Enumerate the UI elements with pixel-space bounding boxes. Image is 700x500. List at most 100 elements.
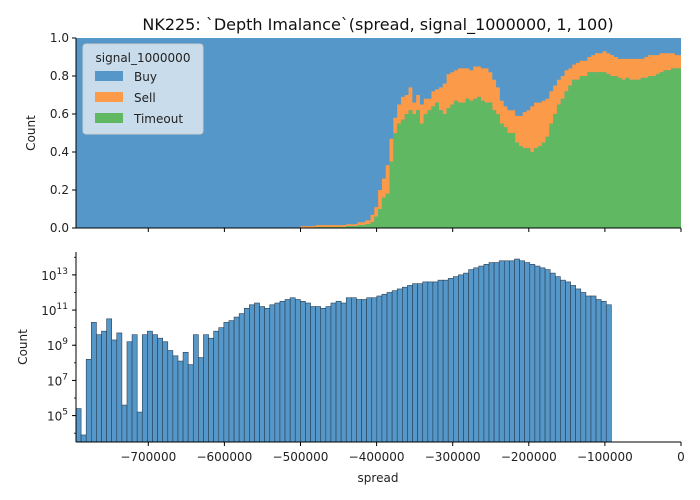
legend-swatch-buy [95, 71, 123, 81]
bottom-x-tick-label: −100000 [577, 450, 633, 464]
histogram-bar [432, 281, 439, 443]
histogram-bar [396, 288, 403, 443]
histogram-bar [182, 351, 189, 443]
top-stacked-area-panel: 0.0 0.2 0.4 0.6 0.8 1.0 Count signal_1000000 … [24, 31, 682, 235]
histogram-bar [463, 272, 469, 443]
histogram-bar [167, 350, 174, 443]
histogram-bar [335, 300, 342, 443]
histogram-bar [80, 434, 87, 443]
top-y-tick-label: 0.8 [50, 69, 69, 83]
histogram-bar [514, 258, 520, 443]
histogram-bar [473, 267, 480, 443]
histogram-bar [560, 279, 566, 443]
histogram-bar [289, 297, 296, 443]
histogram-bar [565, 281, 571, 443]
legend-swatch-sell [95, 92, 123, 102]
histogram-bar [152, 334, 158, 443]
histogram-bar [279, 300, 286, 443]
histogram-bar [509, 260, 515, 443]
top-y-ticks: 0.0 0.2 0.4 0.6 0.8 1.0 [50, 31, 76, 235]
histogram-bar [274, 302, 281, 443]
legend-title: signal_1000000 [96, 51, 191, 65]
top-y-tick-label: 1.0 [50, 31, 69, 45]
histogram-bar [101, 330, 107, 443]
legend-label-buy: Buy [134, 70, 157, 84]
histogram-bar [208, 337, 214, 443]
histogram-bar [223, 322, 230, 443]
histogram-bar [75, 408, 82, 443]
histogram-bar [412, 283, 418, 443]
histogram-bar [259, 306, 265, 443]
histogram-bar [213, 330, 220, 443]
histogram-bar [575, 288, 582, 443]
histogram-bar [325, 306, 332, 443]
histogram-bar [605, 304, 612, 443]
histogram-bar [198, 357, 204, 443]
histogram-bar [402, 286, 408, 443]
legend-label-timeout: Timeout [133, 112, 183, 126]
histogram-bar [519, 260, 525, 443]
histogram-bar [407, 285, 413, 443]
histogram-bar [549, 272, 556, 443]
histogram-bar [91, 322, 97, 443]
top-y-tick-label: 0.0 [50, 221, 69, 235]
histogram-bar [595, 299, 602, 443]
histogram-bar [585, 295, 592, 443]
histogram-bar [192, 334, 199, 443]
legend: signal_1000000 Buy Sell Timeout [82, 43, 204, 135]
histogram-bar [203, 334, 209, 443]
histogram-bar [315, 306, 322, 443]
histogram-bar [478, 265, 485, 443]
histogram-bar [386, 292, 393, 443]
histogram-bar [503, 260, 510, 443]
histogram-bar [437, 279, 444, 443]
histogram-bar [254, 302, 260, 443]
bottom-x-tick-label: −600000 [196, 450, 252, 464]
bottom-x-tick-label: −500000 [273, 450, 329, 464]
histogram-bar [330, 302, 337, 443]
top-y-tick-label: 0.6 [50, 107, 69, 121]
bottom-y-axis-label: Count [16, 329, 30, 365]
histogram-bar [391, 290, 398, 443]
chart-title: NK225: `Depth Imalance`(spread, signal_1… [142, 15, 613, 35]
histogram-bar [345, 297, 352, 443]
histogram-bar [96, 334, 102, 443]
bottom-y-tick-label: 107 [47, 372, 68, 388]
legend-label-sell: Sell [134, 91, 156, 105]
bottom-y-tick-label: 105 [47, 408, 68, 424]
histogram-bar [498, 260, 505, 443]
histogram-bar [177, 360, 184, 443]
histogram-bar [493, 262, 500, 443]
bottom-x-ticks: −700000 −600000 −500000 −400000 −300000 −2000… [120, 442, 685, 464]
histogram-bar [116, 332, 123, 443]
histogram-bar [249, 304, 255, 443]
histogram-bar [121, 404, 128, 443]
histogram-bar [351, 297, 357, 443]
bottom-y-tick-label: 1013 [41, 267, 68, 283]
histogram-bar [300, 300, 306, 443]
histogram-bar [590, 295, 597, 443]
histogram-bar [111, 339, 118, 443]
histogram-bar [136, 411, 143, 443]
histogram-bar [524, 262, 531, 443]
bottom-x-axis-label: spread [358, 471, 399, 485]
histogram-bar [228, 320, 235, 443]
bottom-x-tick-label: −300000 [425, 450, 481, 464]
histogram-bar [187, 364, 194, 443]
histogram-bars [75, 258, 612, 443]
histogram-bar [442, 279, 449, 443]
histogram-bar [157, 337, 163, 443]
histogram-bar [468, 269, 475, 443]
top-y-axis-label: Count [24, 115, 38, 151]
histogram-bar [534, 265, 541, 443]
bottom-y-tick-label: 1011 [41, 302, 68, 318]
histogram-bar [162, 341, 169, 443]
histogram-bar [172, 355, 179, 443]
bottom-y-tick-label: 109 [47, 337, 68, 353]
area-timeout [76, 68, 681, 229]
histogram-bar [320, 307, 327, 443]
histogram-bar [427, 281, 434, 443]
